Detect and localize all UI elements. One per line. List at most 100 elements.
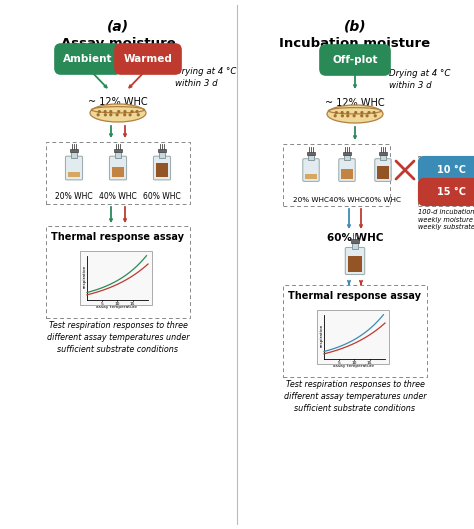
Circle shape xyxy=(368,112,370,113)
Bar xyxy=(307,152,315,155)
Circle shape xyxy=(118,111,119,113)
Circle shape xyxy=(341,112,343,113)
Text: 10: 10 xyxy=(352,361,357,365)
FancyBboxPatch shape xyxy=(114,43,182,75)
FancyBboxPatch shape xyxy=(319,44,391,76)
Bar xyxy=(352,242,358,249)
Circle shape xyxy=(361,115,363,117)
Text: 40% WHC: 40% WHC xyxy=(99,192,137,201)
Text: Off-plot: Off-plot xyxy=(332,55,378,65)
Circle shape xyxy=(104,114,106,116)
Text: respiration: respiration xyxy=(319,324,323,347)
Circle shape xyxy=(124,114,126,116)
Circle shape xyxy=(99,111,100,113)
FancyBboxPatch shape xyxy=(418,156,474,184)
Circle shape xyxy=(336,112,337,113)
FancyBboxPatch shape xyxy=(154,156,171,180)
Text: 10: 10 xyxy=(115,302,120,306)
Text: 60% WHC: 60% WHC xyxy=(327,233,383,243)
Bar xyxy=(305,174,317,179)
Text: (b): (b) xyxy=(344,19,366,33)
Circle shape xyxy=(366,115,368,117)
Bar xyxy=(46,226,190,318)
Text: Drying at 4 °C
within 3 d: Drying at 4 °C within 3 d xyxy=(175,67,237,88)
FancyBboxPatch shape xyxy=(303,159,319,181)
Bar xyxy=(68,172,80,177)
Bar xyxy=(283,144,390,206)
Bar xyxy=(377,166,389,179)
Bar xyxy=(71,152,77,158)
Text: 20% WHC: 20% WHC xyxy=(293,197,329,203)
Text: 40% WHC: 40% WHC xyxy=(329,197,365,203)
Bar xyxy=(341,169,353,179)
Circle shape xyxy=(116,114,118,116)
Text: assay temperature: assay temperature xyxy=(333,364,374,368)
Bar xyxy=(344,155,350,160)
Circle shape xyxy=(374,115,376,117)
Bar xyxy=(158,149,166,152)
Text: 100-d incubation
weekly moisture maintenance
weekly substrate supply: 100-d incubation weekly moisture mainten… xyxy=(418,209,474,230)
Bar xyxy=(308,155,314,160)
Text: Test respiration responses to three
different assay temperatures under
sufficien: Test respiration responses to three diff… xyxy=(47,321,189,353)
FancyBboxPatch shape xyxy=(54,43,122,75)
Text: Thermal response assay: Thermal response assay xyxy=(52,232,184,242)
Text: (a): (a) xyxy=(107,19,129,33)
Text: assay temperature: assay temperature xyxy=(96,305,137,309)
Bar xyxy=(317,309,389,363)
FancyBboxPatch shape xyxy=(109,156,127,180)
Text: Drying at 4 °C
within 3 d: Drying at 4 °C within 3 d xyxy=(389,69,450,90)
Text: 15: 15 xyxy=(367,361,373,365)
Circle shape xyxy=(341,115,343,117)
Text: ~ 12% WHC: ~ 12% WHC xyxy=(88,97,148,107)
Bar xyxy=(115,152,121,158)
Text: Test respiration responses to three
different assay temperatures under
sufficien: Test respiration responses to three diff… xyxy=(284,380,426,413)
Bar xyxy=(156,163,168,177)
Text: Thermal response assay: Thermal response assay xyxy=(289,291,421,301)
Bar xyxy=(348,257,362,272)
Bar xyxy=(379,152,387,155)
Bar xyxy=(418,156,474,206)
Bar xyxy=(114,149,122,152)
Circle shape xyxy=(361,112,363,113)
Circle shape xyxy=(347,112,349,113)
Text: 5: 5 xyxy=(101,302,104,306)
Circle shape xyxy=(355,112,356,113)
Circle shape xyxy=(110,111,112,113)
Circle shape xyxy=(137,114,139,116)
Text: 10 °C: 10 °C xyxy=(438,165,466,175)
Text: ~ 12% WHC: ~ 12% WHC xyxy=(325,98,385,108)
Circle shape xyxy=(97,114,99,116)
Text: 15: 15 xyxy=(130,302,136,306)
Text: 20% WHC: 20% WHC xyxy=(55,192,93,201)
Bar xyxy=(80,251,152,305)
Circle shape xyxy=(104,111,106,113)
Circle shape xyxy=(353,115,355,117)
Circle shape xyxy=(334,115,336,117)
Text: 15 °C: 15 °C xyxy=(438,187,466,197)
Bar xyxy=(70,149,78,152)
FancyBboxPatch shape xyxy=(339,159,355,181)
Bar xyxy=(46,142,190,204)
Ellipse shape xyxy=(327,105,383,123)
Text: Assay moisture: Assay moisture xyxy=(61,37,175,50)
Text: Warmed: Warmed xyxy=(124,54,173,64)
Bar xyxy=(351,239,359,242)
Text: 60% WHC: 60% WHC xyxy=(365,197,401,203)
Text: 60% WHC: 60% WHC xyxy=(143,192,181,201)
FancyBboxPatch shape xyxy=(375,159,391,181)
Ellipse shape xyxy=(90,104,146,122)
Bar xyxy=(159,152,165,158)
Bar xyxy=(343,152,351,155)
Text: Ambient: Ambient xyxy=(63,54,113,64)
FancyBboxPatch shape xyxy=(418,178,474,206)
Circle shape xyxy=(131,111,133,113)
Text: 5: 5 xyxy=(338,361,341,365)
FancyBboxPatch shape xyxy=(345,248,365,275)
Bar xyxy=(112,167,124,177)
Circle shape xyxy=(110,114,112,116)
Bar xyxy=(283,285,427,377)
Circle shape xyxy=(124,111,126,113)
Circle shape xyxy=(347,115,349,117)
FancyBboxPatch shape xyxy=(65,156,82,180)
Circle shape xyxy=(136,111,138,113)
